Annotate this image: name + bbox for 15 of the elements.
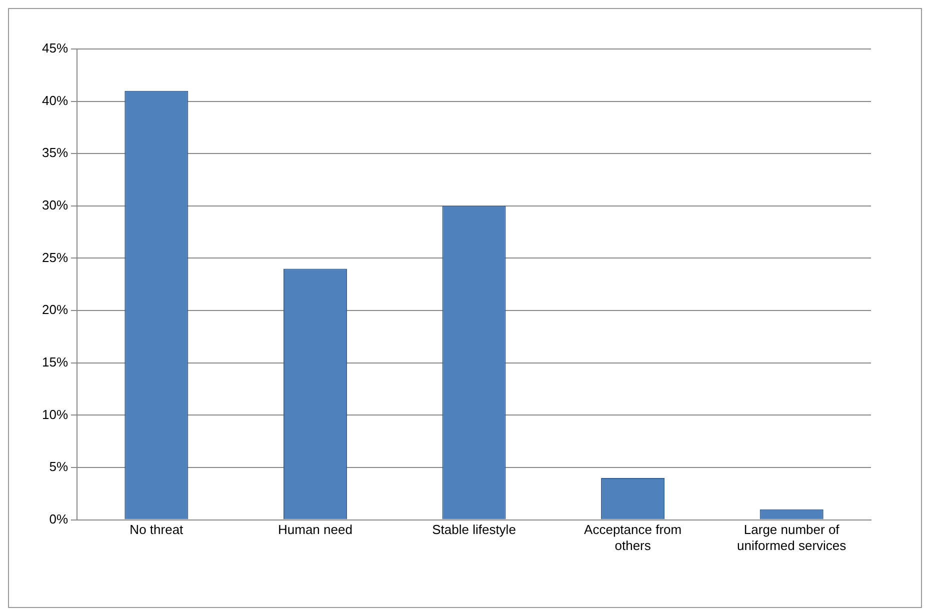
x-tick-label: Human need xyxy=(278,522,352,538)
x-tick-label: Large number of uniformed services xyxy=(737,522,847,553)
y-tick-label: 10% xyxy=(42,406,68,422)
y-tick-label: 45% xyxy=(42,40,68,56)
x-tick-label: Acceptance from others xyxy=(584,522,682,553)
y-tick-label: 15% xyxy=(42,354,68,370)
x-tick-label: Stable lifestyle xyxy=(432,522,516,538)
y-tick-label: 35% xyxy=(42,145,68,160)
y-tick-label: 20% xyxy=(42,302,68,318)
y-tick-label: 30% xyxy=(42,198,68,213)
y-tick-label: 5% xyxy=(49,459,68,474)
y-tick-label: 25% xyxy=(42,250,68,265)
x-tick-label: No threat xyxy=(130,522,184,538)
y-tick-label: 40% xyxy=(42,92,68,108)
y-tick-label: 0% xyxy=(49,511,68,526)
